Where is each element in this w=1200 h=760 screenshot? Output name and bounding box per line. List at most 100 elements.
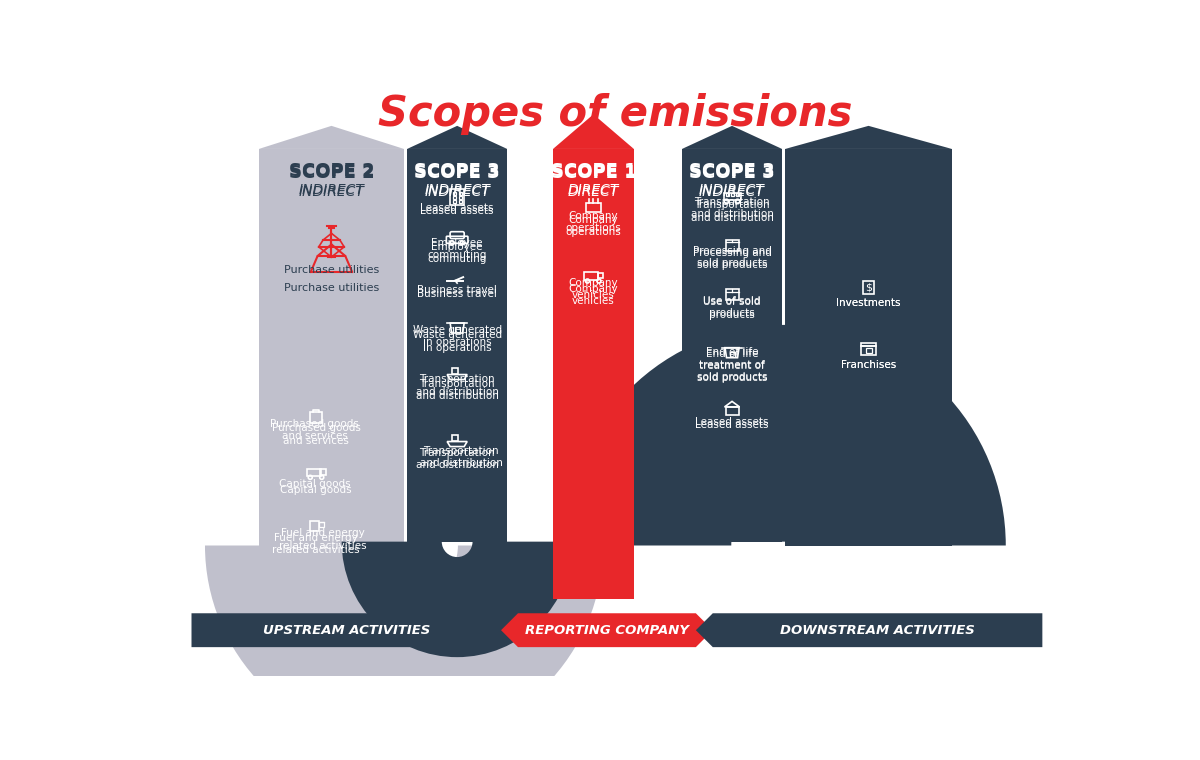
Text: Investments: Investments — [836, 298, 901, 308]
Bar — [458, 196, 462, 198]
Bar — [862, 343, 876, 346]
Text: Purchased goods
and services: Purchased goods and services — [272, 423, 361, 446]
Text: INDIRECT: INDIRECT — [299, 183, 365, 197]
Bar — [726, 407, 738, 416]
Bar — [682, 149, 782, 542]
Wedge shape — [205, 546, 604, 745]
Text: Fuel and energy
related activities: Fuel and energy related activities — [272, 533, 360, 555]
Text: INDIRECT: INDIRECT — [425, 183, 490, 197]
Bar — [452, 435, 458, 441]
Bar — [458, 192, 462, 195]
Text: Capital goods: Capital goods — [278, 479, 350, 489]
Bar — [311, 412, 323, 423]
Bar — [259, 149, 404, 403]
Text: Business travel: Business travel — [418, 290, 497, 299]
Text: Leased assets: Leased assets — [420, 203, 494, 214]
Text: INDIRECT: INDIRECT — [299, 185, 365, 199]
Bar — [726, 239, 738, 251]
Wedge shape — [342, 542, 572, 657]
Bar — [862, 347, 876, 355]
Text: $: $ — [865, 283, 872, 293]
Bar — [726, 289, 738, 300]
Bar — [307, 469, 322, 476]
Bar — [724, 193, 740, 200]
Text: DIRECT: DIRECT — [568, 185, 619, 199]
Text: SCOPE 3: SCOPE 3 — [689, 164, 775, 182]
Text: Leased assets: Leased assets — [420, 206, 494, 217]
Text: End of life
treatment of
sold products: End of life treatment of sold products — [697, 347, 767, 382]
Polygon shape — [696, 613, 1043, 648]
Text: Franchises: Franchises — [841, 359, 896, 369]
Text: UPSTREAM ACTIVITIES: UPSTREAM ACTIVITIES — [263, 624, 430, 637]
Bar — [726, 193, 728, 196]
Wedge shape — [564, 325, 1006, 546]
Text: SCOPE 3: SCOPE 3 — [689, 162, 775, 180]
Text: Purchase utilities: Purchase utilities — [284, 283, 379, 293]
Text: Transportation
and distribution: Transportation and distribution — [415, 374, 498, 397]
Bar — [785, 149, 952, 403]
Text: SCOPE 2: SCOPE 2 — [289, 164, 374, 182]
Bar — [452, 192, 456, 195]
Text: Company
vehicles: Company vehicles — [569, 278, 618, 300]
Text: REPORTING COMPANY: REPORTING COMPANY — [524, 624, 689, 637]
Bar — [259, 403, 404, 546]
Text: Employee
commuting: Employee commuting — [427, 242, 487, 264]
Polygon shape — [502, 613, 713, 648]
Bar — [311, 521, 318, 531]
Text: Transportation
and distribution: Transportation and distribution — [691, 197, 774, 220]
Text: Waste generated
in operations: Waste generated in operations — [413, 325, 502, 347]
Text: Processing and
sold products: Processing and sold products — [692, 245, 772, 268]
Text: Transportation
and distribution: Transportation and distribution — [691, 200, 774, 223]
Text: Purchase utilities: Purchase utilities — [284, 264, 379, 275]
Text: Employee
commuting: Employee commuting — [427, 238, 487, 260]
Bar — [553, 149, 634, 600]
Text: Waste generated
in operations: Waste generated in operations — [413, 331, 502, 353]
Bar — [458, 200, 462, 203]
Text: Capital goods: Capital goods — [281, 485, 352, 495]
Text: Investments: Investments — [836, 298, 901, 308]
Bar — [736, 193, 738, 196]
Polygon shape — [785, 126, 952, 149]
Bar — [407, 149, 508, 542]
Text: Leased assets: Leased assets — [695, 417, 769, 427]
Bar — [731, 193, 733, 196]
Polygon shape — [259, 126, 404, 149]
Bar — [452, 200, 456, 203]
Text: SCOPE 2: SCOPE 2 — [289, 162, 374, 180]
Polygon shape — [407, 126, 508, 149]
Text: Scopes of emissions: Scopes of emissions — [378, 93, 852, 135]
Polygon shape — [553, 114, 634, 149]
Bar — [320, 469, 326, 474]
Polygon shape — [682, 126, 782, 149]
Text: SCOPE 3: SCOPE 3 — [414, 164, 500, 182]
Text: SCOPE 1: SCOPE 1 — [551, 162, 636, 180]
Bar — [586, 203, 601, 212]
Text: DIRECT: DIRECT — [568, 183, 619, 197]
Text: SCOPE 3: SCOPE 3 — [414, 162, 500, 180]
Text: SCOPE 1: SCOPE 1 — [551, 164, 636, 182]
Text: Use of sold
products: Use of sold products — [703, 297, 761, 319]
Text: Leased assets: Leased assets — [695, 420, 769, 429]
Bar — [598, 273, 604, 278]
Text: DOWNSTREAM ACTIVITIES: DOWNSTREAM ACTIVITIES — [780, 624, 974, 637]
Text: Franchises: Franchises — [841, 359, 896, 369]
Text: Transportation
and distribution: Transportation and distribution — [415, 448, 498, 470]
Text: Use of sold
products: Use of sold products — [703, 296, 761, 318]
Bar — [785, 403, 952, 546]
Bar — [863, 281, 874, 294]
Text: Company
vehicles: Company vehicles — [569, 284, 618, 306]
Text: Fuel and energy
related activities: Fuel and energy related activities — [278, 528, 366, 550]
Bar — [584, 273, 599, 280]
Text: Transportation
and distribution: Transportation and distribution — [415, 378, 498, 401]
Bar — [452, 196, 456, 198]
Text: Company
operations: Company operations — [565, 211, 622, 233]
Wedge shape — [617, 426, 847, 542]
Bar — [865, 347, 871, 353]
Text: Company
operations: Company operations — [565, 215, 622, 237]
Text: End of life
treatment of
sold products: End of life treatment of sold products — [697, 349, 767, 384]
Bar — [452, 369, 458, 374]
Text: INDIRECT: INDIRECT — [700, 183, 764, 197]
Text: Processing and
sold products: Processing and sold products — [692, 248, 772, 271]
Text: Business travel: Business travel — [418, 285, 497, 295]
Text: Purchased goods
and services: Purchased goods and services — [270, 419, 359, 442]
